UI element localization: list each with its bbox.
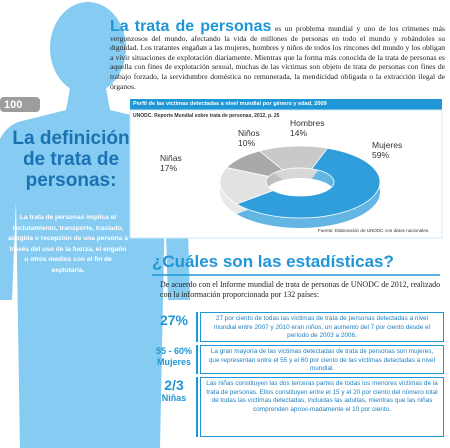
chart-title: Perfil de las víctimas detectadas a nive… — [133, 101, 327, 107]
stat-text: Las niñas constituyen las dos terceras p… — [200, 377, 444, 437]
stat-figure: 2/3 — [164, 377, 184, 393]
stat-figure: 55 - 60% — [155, 346, 193, 356]
stat-figure-box: 2/3 Niñas — [152, 377, 198, 437]
slice-category: Niñas — [160, 153, 182, 163]
stat-figure: 27% — [159, 312, 189, 328]
slice-value: 10% — [238, 138, 256, 148]
intro-title: La trata de personas — [110, 18, 272, 35]
stat-text: La gran mayoría de las víctimas detectad… — [200, 345, 444, 374]
slice-label: Niñas 17% — [160, 153, 182, 173]
slice-value: 59% — [372, 150, 390, 160]
definition-text: La trata de personas implica el reclutam… — [8, 214, 128, 274]
stat-text: 27 por ciento de todas las víctimas de t… — [200, 312, 444, 342]
chart-header-bar — [130, 99, 442, 110]
chart-source: Fuente: Elaboración de UNODC con datos n… — [318, 228, 430, 233]
stat-figure-box: 27% — [152, 312, 198, 342]
chart-subtitle: UNODC. Reporte Mundial sobre trata de pe… — [133, 113, 280, 119]
stats-title: ¿Cuáles son las estadísticas? — [152, 252, 394, 271]
definition-title: La definición de trata de personas: — [12, 128, 130, 191]
slice-label: Mujeres 59% — [372, 140, 402, 160]
stat-label: Mujeres — [156, 357, 191, 367]
stats-lead: De acuerdo con el Informe mundial de tra… — [160, 280, 441, 299]
slice — [235, 147, 381, 219]
slice-label: Niños 10% — [238, 128, 260, 148]
slice — [258, 145, 329, 171]
page-badge — [0, 97, 40, 112]
slice-value: 14% — [290, 128, 308, 138]
slice-category: Hombres — [290, 118, 325, 128]
page-number: 100 — [4, 99, 23, 111]
donut — [219, 145, 381, 229]
slice-value: 17% — [160, 163, 178, 173]
stat-figure-box: 55 - 60% Mujeres — [152, 345, 198, 374]
intro-text: es un problema mundial y uno de los crím… — [110, 24, 445, 91]
stat-label: Niñas — [161, 393, 187, 403]
intro: La trata de personas es un problema mund… — [110, 19, 445, 91]
slice-category: Mujeres — [372, 140, 403, 150]
slice-label: Hombres 14% — [290, 118, 324, 138]
slice-category: Niños — [238, 128, 260, 138]
